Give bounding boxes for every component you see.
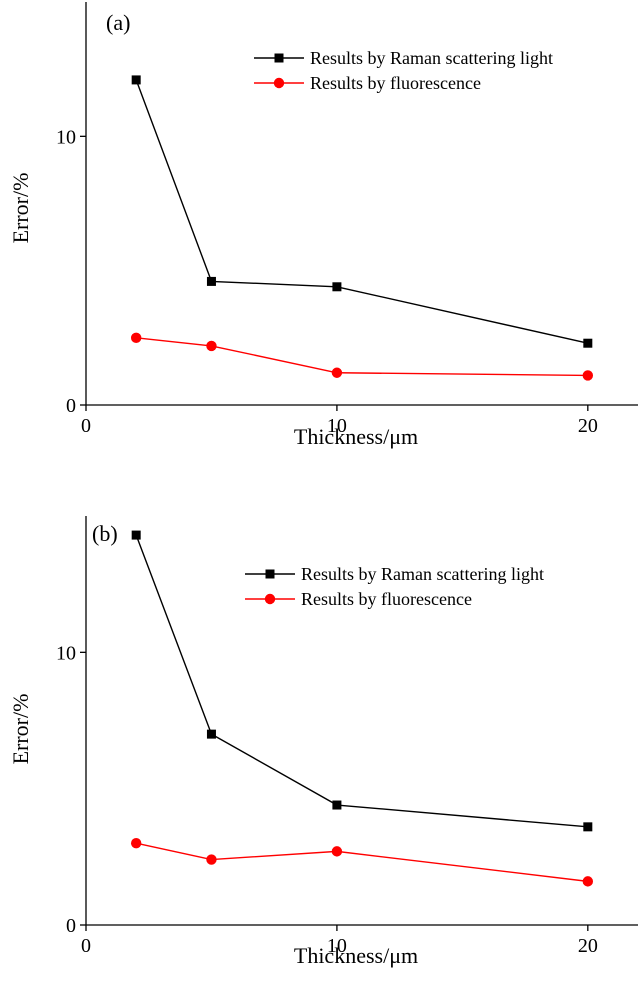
data-point-circle [130,332,142,344]
panel-label: (b) [92,521,118,546]
data-point-circle [206,340,217,352]
y-tick-label: 0 [66,395,76,417]
x-axis-label: Thickness/μm [294,943,418,968]
data-point-square [583,822,593,832]
legend: Results by Raman scattering light Results… [254,48,553,93]
x-tick-label: 10 [327,415,347,437]
data-point-square [332,800,342,810]
legend-marker-square [274,53,284,63]
data-point-square [131,530,141,540]
data-point-square [206,729,216,739]
data-point-square [206,276,216,286]
x-tick-label: 10 [327,935,347,957]
series-raman [131,530,593,832]
chart-panel-a: 0 10 0 10 20 Thickness/μm Error/% (a) Results by… [8,2,638,449]
data-point-circle [582,370,594,381]
series-line [136,337,588,377]
panel-label: (a) [106,10,130,35]
legend-label: Results by fluorescence [310,73,481,93]
data-point-circle [206,854,217,865]
data-point-circle [582,876,594,887]
data-point-square [332,282,342,292]
x-tick-label: 0 [81,935,91,957]
data-point-circle [331,367,343,378]
data-point-square [131,75,141,85]
x-tick-label: 20 [578,935,598,957]
series-fluorescence [130,332,594,381]
legend-marker-square [265,569,275,579]
data-point-circle [130,838,142,849]
x-tick-label: 20 [578,415,598,437]
data-point-square [583,338,593,348]
x-axis-label: Thickness/μm [294,424,418,449]
legend-label: Results by fluorescence [301,589,472,609]
y-axis-label: Error/% [8,173,33,244]
legend-label: Results by Raman scattering light [301,564,544,584]
y-tick-label: 0 [66,915,76,937]
legend-marker-circle [273,77,285,89]
x-tick-label: 0 [81,415,91,437]
y-axis-label: Error/% [8,694,33,765]
series-line [135,534,588,828]
chart-panel-b: 0 10 0 10 20 Thickness/μm Error/% (b) Results by… [8,516,638,968]
series-line [136,842,588,883]
series-fluorescence [130,838,594,887]
y-tick-label: 10 [56,642,76,664]
legend-label: Results by Raman scattering light [310,48,553,68]
legend: Results by Raman scattering light Results… [245,564,544,609]
y-tick-label: 10 [56,126,76,148]
legend-marker-circle [264,593,276,605]
data-point-circle [331,846,343,857]
series-line [135,79,588,344]
series-raman [131,75,593,348]
